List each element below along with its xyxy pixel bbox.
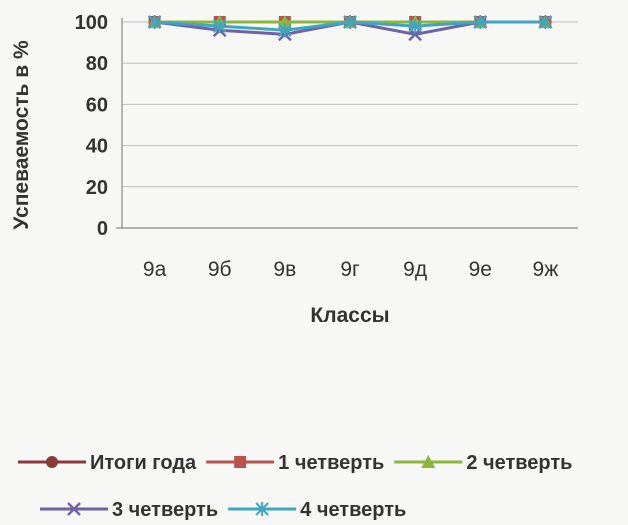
y-tick-label: 0 — [97, 218, 108, 240]
legend-label: 4 четверть — [300, 499, 406, 521]
data-point — [213, 19, 227, 34]
data-point — [147, 15, 162, 29]
data-point — [234, 456, 247, 468]
data-point — [473, 15, 487, 29]
x-tick-label: 9ж — [533, 258, 559, 281]
y-axis-title: Успеваемость в % — [10, 40, 33, 230]
axes — [116, 18, 578, 229]
data-point — [46, 456, 58, 468]
data-point — [67, 502, 81, 516]
x-tick-label: 9а — [143, 258, 167, 281]
x-tick-label: 9г — [340, 258, 360, 281]
x-tick-labels: 9а 9б 9в 9г 9д 9е 9ж — [143, 258, 558, 281]
legend-item: Итоги года — [18, 452, 197, 474]
data-point — [343, 15, 357, 29]
data-point — [277, 15, 292, 28]
legend-label: 1 четверть — [278, 452, 384, 474]
series-group — [147, 15, 553, 38]
y-tick-label: 80 — [86, 53, 108, 75]
legend-label: 2 четверть — [466, 452, 572, 474]
x-tick-label: 9е — [469, 258, 492, 281]
series — [147, 15, 553, 42]
x-tick-label: 9в — [273, 258, 296, 281]
x-tick-label: 9д — [403, 258, 427, 281]
x-tick-label: 9б — [208, 258, 232, 281]
data-point — [255, 502, 269, 516]
legend-item: 4 четверть — [228, 499, 406, 521]
data-point — [421, 455, 436, 468]
data-point — [278, 23, 292, 38]
legend-item: 3 четверть — [40, 499, 218, 521]
y-tick-label: 100 — [75, 12, 108, 34]
data-point — [538, 15, 553, 29]
x-axis-title: Классы — [310, 304, 389, 327]
data-point — [408, 19, 422, 34]
gridlines — [122, 21, 578, 188]
y-tick-labels: 0 20 40 60 80 100 — [75, 12, 108, 240]
y-tick-label: 20 — [86, 177, 108, 199]
legend-label: Итоги года — [90, 452, 197, 474]
y-tick-label: 40 — [86, 136, 108, 158]
y-tick-label: 60 — [86, 94, 108, 116]
legend: Итоги года 1 четверть 2 четверть 3 четверть… — [18, 452, 572, 521]
legend-item: 2 четверть — [394, 452, 572, 474]
legend-label: 3 четверть — [112, 499, 218, 521]
legend-item: 1 четверть — [206, 452, 384, 474]
